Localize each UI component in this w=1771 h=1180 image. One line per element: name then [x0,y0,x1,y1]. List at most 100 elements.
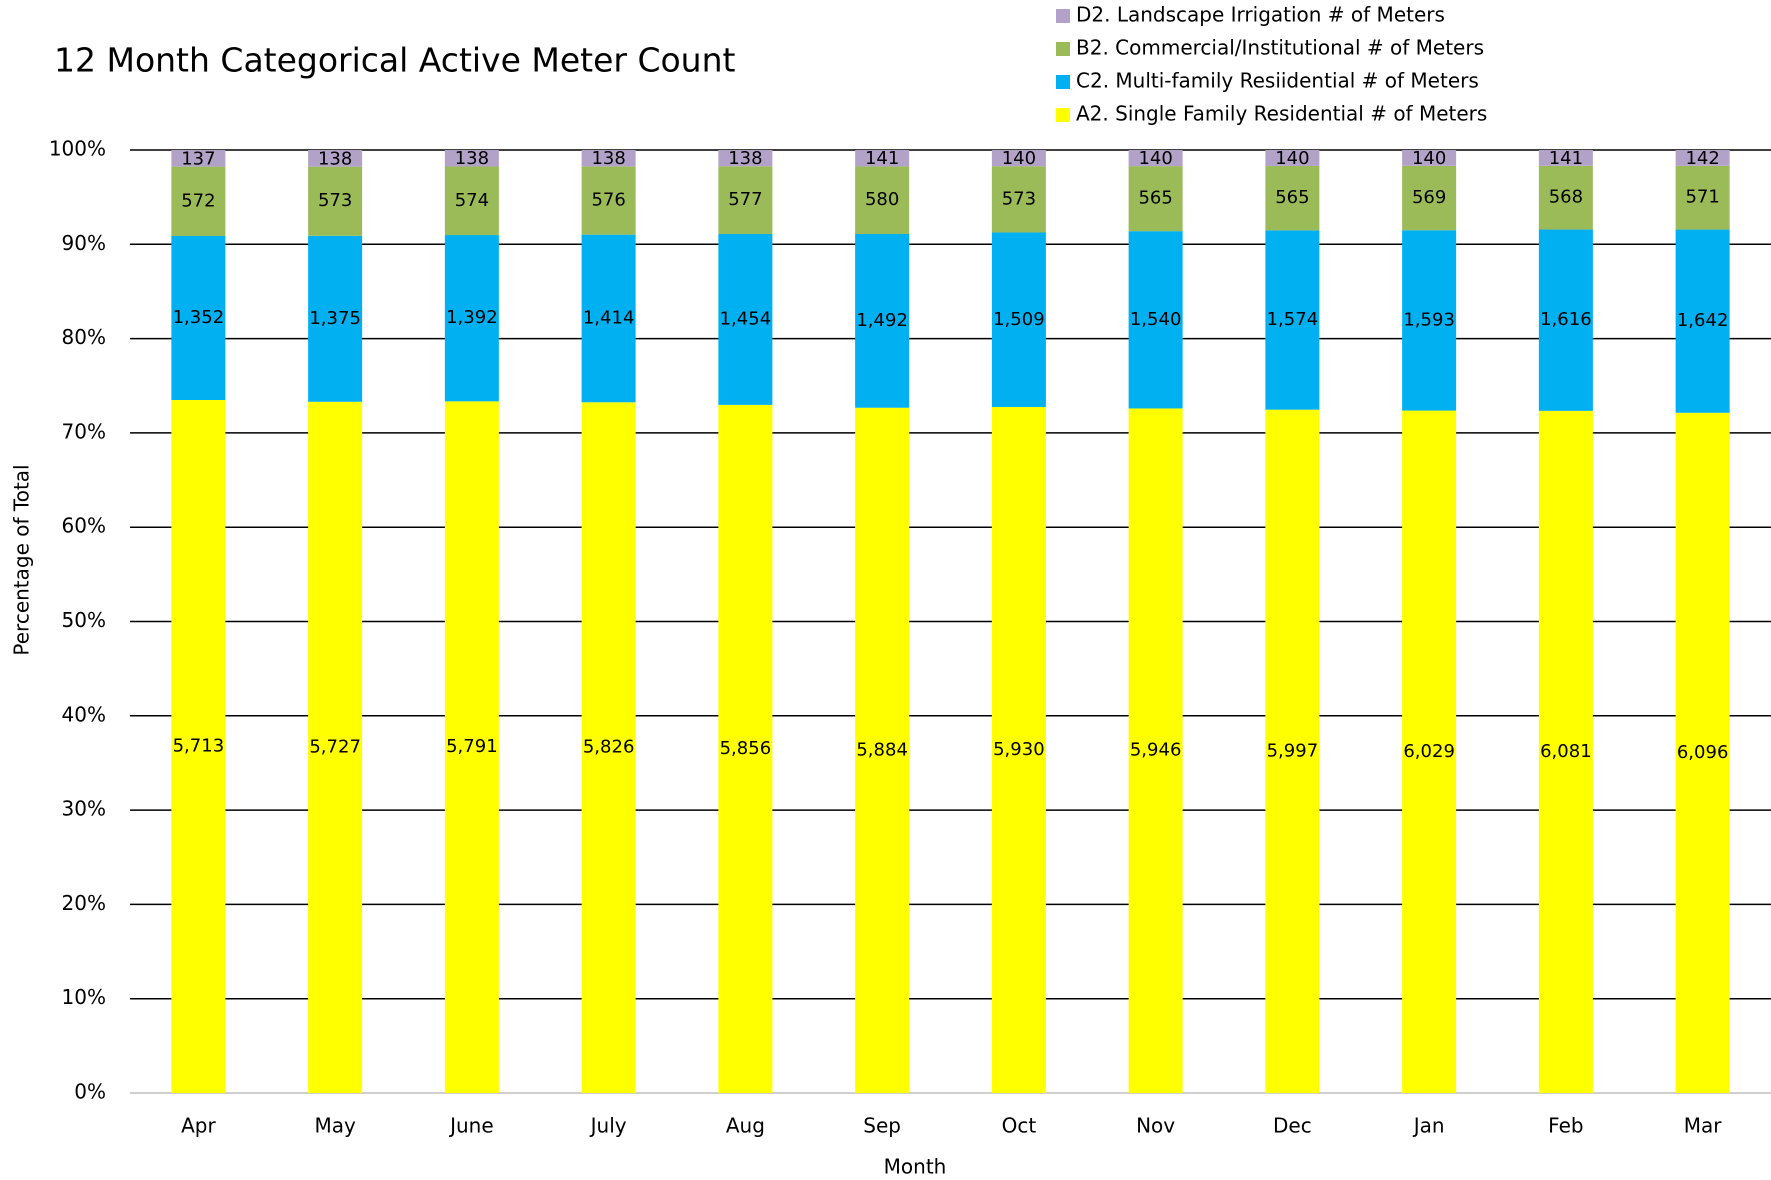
bar-segment [1265,409,1320,1093]
bar-segment [1402,165,1457,231]
bar-segment [444,150,499,167]
y-tick-label: 50% [62,608,106,632]
x-tick-label: Feb [1548,1114,1583,1138]
bar-segment [1675,165,1730,230]
bar-segment [171,236,226,401]
data-label: 577 [728,189,762,210]
data-label: 141 [865,148,899,169]
data-label: 569 [1412,187,1446,208]
bar-segment [581,402,636,1093]
y-tick-label: 100% [49,137,106,161]
bar-segment [1128,166,1183,232]
data-label: 1,509 [993,309,1045,330]
bar-segment [171,166,226,237]
data-label: 576 [591,190,625,211]
bar-segment [581,234,636,403]
data-label: 140 [1275,148,1309,169]
bar-segment [991,150,1046,167]
bar-segment [1402,230,1457,411]
data-label: 6,096 [1677,742,1729,763]
data-label: 1,454 [720,308,772,329]
legend-swatch [1056,108,1070,122]
y-tick-label: 20% [62,891,106,915]
y-axis-title: Percentage of Total [10,464,34,655]
bar-segment [855,150,910,167]
bar-segment [444,401,499,1094]
y-tick-label: 60% [62,514,106,538]
data-label: 565 [1138,188,1172,209]
bar-segment [1265,230,1320,410]
data-label: 5,713 [173,736,225,757]
data-label: 140 [1138,148,1172,169]
y-tick-label: 70% [62,419,106,443]
data-label: 138 [591,148,625,169]
data-label: 1,593 [1403,309,1455,330]
data-label: 1,540 [1130,309,1182,330]
x-tick-label: July [589,1114,627,1138]
data-label: 6,029 [1403,741,1455,762]
bar-segment [1128,150,1183,167]
bar-segment [718,166,773,235]
bar-segment [1675,412,1730,1093]
data-label: 580 [865,189,899,210]
legend-label: C2. Multi-family Resiidential # of Meter… [1076,69,1479,93]
data-label: 1,616 [1540,309,1592,330]
y-tick-label: 90% [62,231,106,255]
data-label: 1,574 [1267,309,1319,330]
x-tick-label: Oct [1002,1114,1037,1138]
x-tick-label: Aug [726,1114,765,1138]
bar-segment [1538,410,1593,1093]
data-label: 5,884 [856,739,908,760]
x-tick-label: Mar [1684,1114,1723,1138]
bar-segment [1538,229,1593,411]
x-tick-label: Jan [1412,1114,1445,1138]
data-label: 573 [1002,188,1036,209]
data-label: 565 [1275,187,1309,208]
bar-segment [855,407,910,1093]
bar-segment [444,235,499,402]
bar-segment [308,150,363,167]
bar-segment [308,166,363,236]
data-label: 571 [1685,187,1719,208]
y-tick-label: 30% [62,797,106,821]
data-label: 5,946 [1130,740,1182,761]
bar-segment [718,234,773,405]
data-label: 142 [1685,148,1719,169]
bar-segment [991,166,1046,233]
data-label: 5,930 [993,739,1045,760]
y-tick-label: 40% [62,702,106,726]
bar-segment [1675,150,1730,166]
y-tick-label: 80% [62,325,106,349]
bar-segment [1402,150,1457,166]
data-label: 1,492 [856,310,908,331]
data-label: 5,791 [446,736,498,757]
data-label: 573 [318,190,352,211]
x-tick-label: May [314,1114,356,1138]
bar-segment [581,166,636,235]
data-label: 141 [1549,148,1583,169]
bar-segment [1265,165,1320,231]
legend-swatch [1056,75,1070,89]
data-label: 138 [455,148,489,169]
bar-segment [1128,231,1183,409]
data-label: 574 [455,190,489,211]
bar-segment [444,166,499,236]
y-tick-label: 10% [62,985,106,1009]
chart-title: 12 Month Categorical Active Meter Count [54,41,736,80]
bar-segment [308,235,363,402]
bar-segment [1538,150,1593,166]
data-label: 138 [318,148,352,169]
legend-swatch [1056,9,1070,23]
data-label: 5,727 [309,736,361,757]
data-label: 1,392 [446,307,498,328]
data-label: 568 [1549,187,1583,208]
bar-segment [581,150,636,167]
bar-segment [855,233,910,408]
bar-segment [1675,229,1730,413]
bar-segment [171,400,226,1094]
data-label: 140 [1412,148,1446,169]
legend-label: A2. Single Family Residential # of Meter… [1076,102,1487,126]
data-label: 5,826 [583,737,635,758]
x-tick-label: Sep [863,1114,901,1138]
